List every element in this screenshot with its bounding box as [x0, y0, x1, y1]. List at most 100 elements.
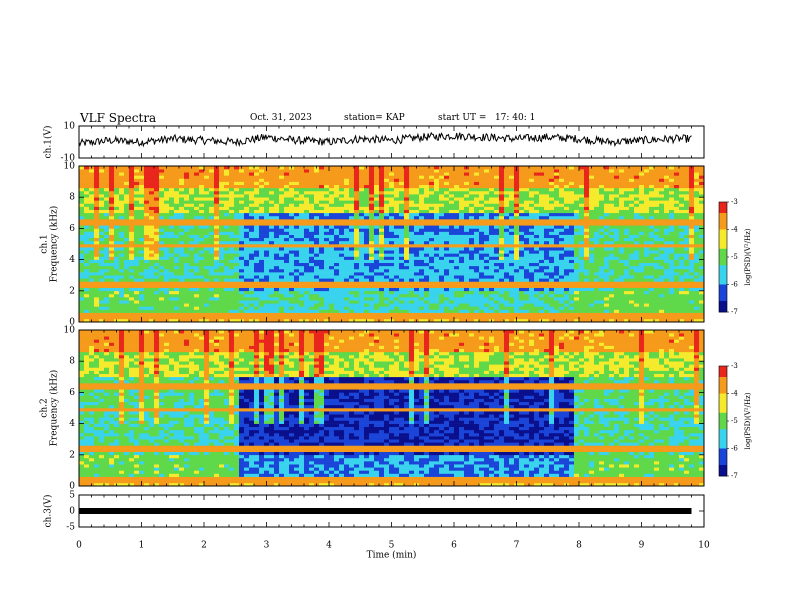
spectrum-cell	[319, 172, 325, 176]
spectrum-cell	[204, 250, 210, 254]
spectrum-cell	[339, 250, 345, 254]
spectrum-cell	[359, 215, 365, 220]
spectrum-cell	[409, 287, 415, 292]
spectrum-cell	[464, 293, 470, 298]
spectrum-cell	[404, 203, 410, 207]
spectrum-cell	[249, 315, 255, 320]
spectrum-cell	[309, 200, 315, 204]
spectrum-cell	[109, 178, 115, 182]
spectrum-cell	[174, 278, 180, 282]
spectrum-cell	[469, 175, 475, 179]
spectrum-cell	[99, 287, 105, 292]
spectrum-cell	[459, 250, 465, 254]
spectrum-cell	[244, 169, 250, 173]
spectrum-cell	[349, 275, 355, 279]
spectrum-cell	[114, 284, 120, 288]
spectrum-cell	[464, 312, 470, 317]
spectrum-cell	[334, 259, 340, 264]
spectrum-cell	[364, 187, 370, 192]
spectrum-cell	[264, 278, 270, 282]
spectrum-cell	[419, 281, 425, 285]
spectrum-cell	[369, 184, 375, 189]
spectrum-cell	[159, 166, 165, 170]
spectrum-cell	[304, 256, 310, 260]
spectrum-cell	[419, 240, 425, 245]
spectrum-cell	[159, 187, 165, 192]
spectrum-cell	[194, 284, 200, 288]
spectrum-cell	[519, 190, 525, 195]
spectrum-cell	[549, 234, 555, 239]
spectrum-cell	[324, 237, 330, 242]
spectrum-cell	[104, 287, 110, 292]
spectrum-cell	[444, 309, 450, 313]
spectrum-cell	[439, 275, 445, 279]
spectrum-cell	[549, 203, 555, 207]
spectrum-cell	[549, 250, 555, 254]
spectrum-cell	[284, 272, 290, 276]
spectrum-cell	[549, 275, 555, 279]
spectrum-cell	[234, 200, 240, 204]
spectrum-cell	[464, 184, 470, 189]
spectrum-cell	[244, 240, 250, 245]
spectrum-cell	[489, 300, 495, 304]
spectrum-cell	[529, 212, 535, 217]
spectrum-cell	[454, 262, 460, 267]
spectrum-cell	[409, 231, 415, 235]
spectrum-cell	[279, 284, 285, 288]
spectrum-cell	[404, 215, 410, 220]
spectrum-cell	[334, 262, 340, 267]
spectrum-cell	[114, 312, 120, 317]
spectrum-cell	[144, 265, 150, 270]
spectrum-cell	[479, 259, 485, 264]
spectrum-cell	[234, 306, 240, 310]
spectrum-cell	[284, 231, 290, 235]
spectrum-cell	[344, 262, 350, 267]
spectrum-cell	[144, 215, 150, 220]
spectrum-cell	[114, 293, 120, 298]
spectrum-cell	[424, 178, 430, 182]
spectrum-cell	[344, 300, 350, 304]
spectrum-cell	[114, 197, 120, 201]
spectrum-cell	[139, 281, 145, 285]
spectrum-cell	[524, 284, 530, 288]
spectrum-cell	[179, 172, 185, 176]
spectrum-cell	[179, 234, 185, 239]
spectrum-cell	[539, 203, 545, 207]
spectrum-cell	[464, 244, 470, 248]
spectrum-cell	[369, 175, 375, 179]
spectrum-cell	[364, 293, 370, 298]
spectrum-cell	[489, 306, 495, 310]
spectrum-cell	[414, 231, 420, 235]
spectrum-cell	[419, 166, 425, 170]
spectrum-cell	[239, 281, 245, 285]
spectrum-cell	[269, 178, 275, 182]
spectrum-cell	[294, 178, 300, 182]
spectrum-cell	[334, 297, 340, 301]
spectrum-cell	[354, 297, 360, 301]
spectrum-cell	[174, 209, 180, 214]
spectrum-cell	[304, 281, 310, 285]
spectrum-cell	[184, 306, 190, 310]
spectrum-cell	[539, 212, 545, 217]
spectrum-cell	[384, 297, 390, 301]
spectrum-cell	[439, 234, 445, 239]
spectrum-cell	[184, 250, 190, 254]
spectrum-cell	[544, 172, 550, 176]
spectrum-cell	[219, 197, 225, 201]
spectrum-cell	[369, 212, 375, 217]
spectrum-cell	[404, 169, 410, 173]
spectrum-cell	[154, 175, 160, 179]
spectrum-cell	[154, 222, 160, 226]
spectrum-cell	[394, 237, 400, 242]
spectrum-cell	[99, 203, 105, 207]
spectrum-cell	[474, 169, 480, 173]
spectrum-cell	[304, 303, 310, 307]
spectrum-cell	[319, 247, 325, 251]
spectrum-cell	[344, 240, 350, 245]
spectrum-cell	[164, 293, 170, 298]
spectrum-cell	[109, 181, 115, 186]
spectrum-cell	[199, 172, 205, 176]
spectrum-cell	[554, 225, 560, 229]
spectrum-cell	[234, 203, 240, 207]
spectrum-cell	[184, 272, 190, 276]
